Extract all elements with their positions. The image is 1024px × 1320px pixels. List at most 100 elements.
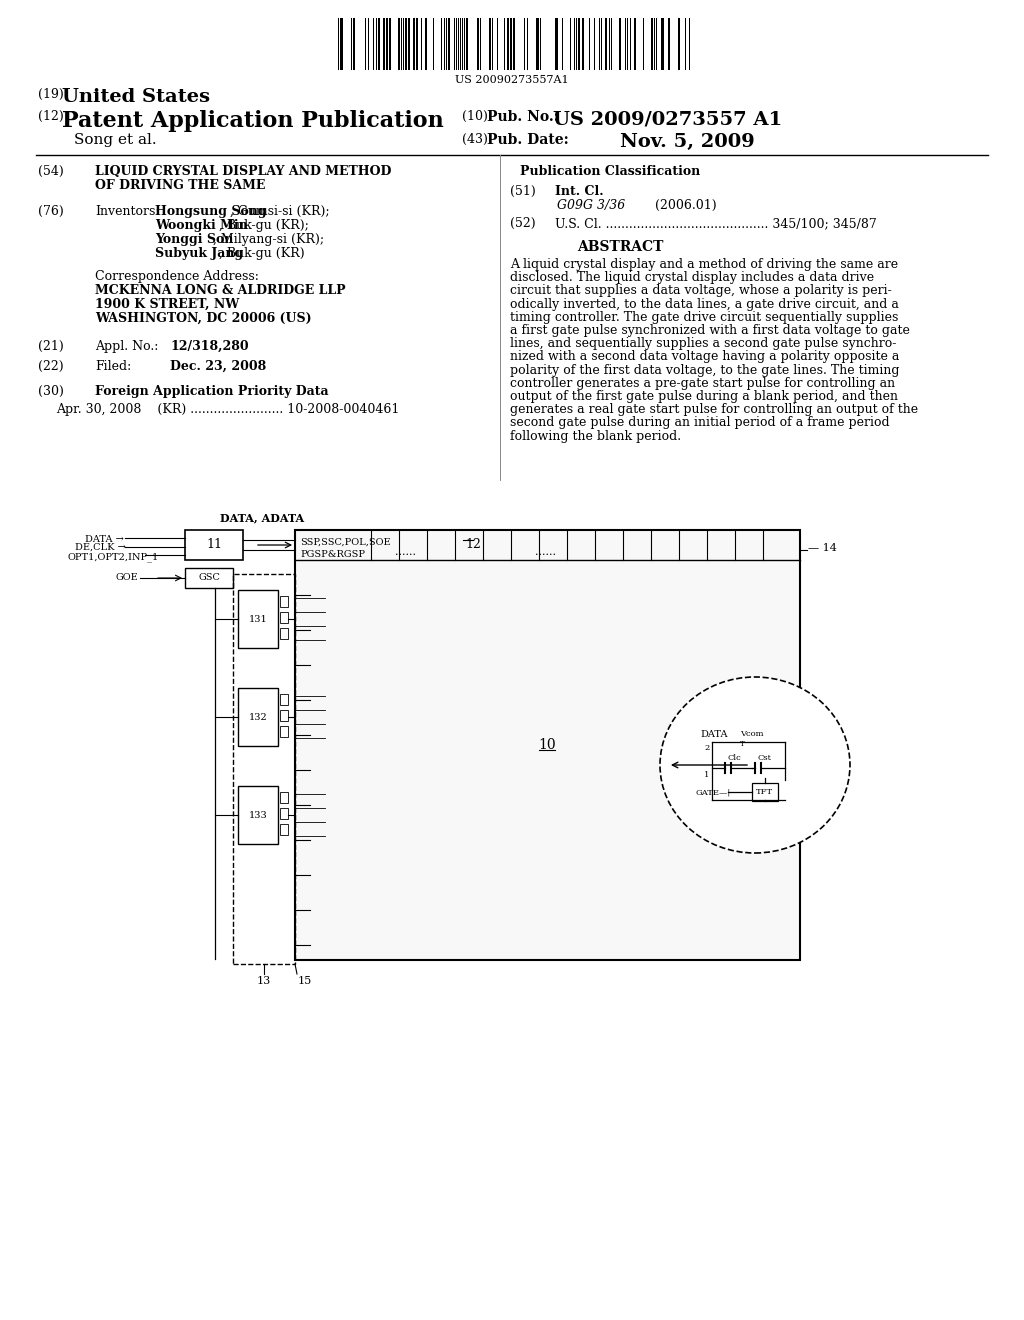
Bar — [280, 710, 288, 721]
Text: DATA →: DATA → — [85, 535, 124, 544]
Bar — [406, 18, 407, 70]
Text: T: T — [739, 741, 744, 748]
Text: 13: 13 — [257, 975, 271, 986]
Text: Apr. 30, 2008    (KR) ........................ 10-2008-0040461: Apr. 30, 2008 (KR) .....................… — [56, 403, 399, 416]
Bar — [378, 18, 380, 70]
Text: — 14: — 14 — [808, 543, 837, 553]
Ellipse shape — [660, 677, 850, 853]
Text: second gate pulse during an initial period of a frame period: second gate pulse during an initial peri… — [510, 416, 890, 429]
Bar — [413, 18, 415, 70]
Bar — [280, 694, 288, 705]
Text: OPT1,OPT2,INP_1: OPT1,OPT2,INP_1 — [67, 552, 159, 562]
Text: Foreign Application Priority Data: Foreign Application Priority Data — [95, 385, 329, 399]
Bar — [389, 18, 391, 70]
Text: ......: ...... — [535, 546, 556, 557]
Bar — [662, 18, 664, 70]
Text: odically inverted, to the data lines, a gate drive circuit, and a: odically inverted, to the data lines, a … — [510, 297, 899, 310]
Text: Appl. No.:: Appl. No.: — [95, 341, 159, 352]
Bar — [536, 18, 539, 70]
Text: — 10: — 10 — [812, 725, 841, 735]
Bar — [425, 18, 427, 70]
Text: Song et al.: Song et al. — [74, 133, 157, 147]
Text: Hongsung Song: Hongsung Song — [155, 205, 266, 218]
Bar — [466, 18, 468, 70]
Bar — [353, 18, 355, 70]
Text: 2: 2 — [705, 744, 710, 752]
Text: 1: 1 — [705, 771, 710, 779]
Text: circuit that supplies a data voltage, whose a polarity is peri-: circuit that supplies a data voltage, wh… — [510, 284, 892, 297]
Text: (21): (21) — [38, 341, 63, 352]
Text: 133: 133 — [249, 810, 267, 820]
Text: 12/318,280: 12/318,280 — [170, 341, 249, 352]
Text: , Buk-gu (KR);: , Buk-gu (KR); — [219, 219, 308, 232]
Text: (10): (10) — [462, 110, 487, 123]
Text: Clc: Clc — [727, 754, 740, 762]
Bar — [582, 18, 584, 70]
Bar — [238, 688, 278, 746]
Text: SSP,SSC,POL,SOE: SSP,SSC,POL,SOE — [300, 539, 390, 546]
Bar — [280, 824, 288, 836]
Text: U.S. Cl. .......................................... 345/100; 345/87: U.S. Cl. ...............................… — [555, 216, 877, 230]
Bar — [578, 18, 580, 70]
Bar — [386, 18, 388, 70]
Bar — [507, 18, 509, 70]
Bar — [280, 597, 288, 607]
Bar — [651, 18, 653, 70]
Text: US 20090273557A1: US 20090273557A1 — [456, 75, 568, 84]
Text: (19): (19) — [38, 88, 63, 102]
Text: controller generates a pre-gate start pulse for controlling an: controller generates a pre-gate start pu… — [510, 376, 895, 389]
Bar — [618, 18, 621, 70]
Text: Publication Classification: Publication Classification — [520, 165, 700, 178]
Text: Woongki Min: Woongki Min — [155, 219, 248, 232]
Text: polarity of the first data voltage, to the gate lines. The timing: polarity of the first data voltage, to t… — [510, 363, 899, 376]
Text: timing controller. The gate drive circuit sequentially supplies: timing controller. The gate drive circui… — [510, 310, 898, 323]
Text: Filed:: Filed: — [95, 360, 131, 374]
Text: (54): (54) — [38, 165, 63, 178]
Bar — [280, 628, 288, 639]
Text: ......: ...... — [395, 546, 416, 557]
Text: 132: 132 — [249, 713, 267, 722]
Text: ABSTRACT: ABSTRACT — [577, 240, 664, 253]
Text: Nov. 5, 2009: Nov. 5, 2009 — [620, 133, 755, 150]
Text: generates a real gate start pulse for controlling an output of the: generates a real gate start pulse for co… — [510, 403, 919, 416]
Text: TFT: TFT — [757, 788, 773, 796]
Text: 15: 15 — [298, 975, 312, 986]
Text: nized with a second data voltage having a polarity opposite a: nized with a second data voltage having … — [510, 350, 899, 363]
Text: (51): (51) — [510, 185, 536, 198]
Text: (43): (43) — [462, 133, 487, 147]
Bar — [477, 18, 479, 70]
Text: lines, and sequentially supplies a second gate pulse synchro-: lines, and sequentially supplies a secon… — [510, 337, 896, 350]
Bar — [513, 18, 515, 70]
Bar — [280, 808, 288, 818]
Text: following the blank period.: following the blank period. — [510, 429, 681, 442]
Text: 10: 10 — [539, 738, 556, 752]
Bar — [489, 18, 490, 70]
Bar — [555, 18, 558, 70]
Text: DATA, ADATA: DATA, ADATA — [220, 512, 304, 523]
Bar — [330, 18, 695, 70]
Bar — [280, 792, 288, 803]
Text: 131: 131 — [249, 615, 267, 623]
Text: GOE: GOE — [115, 573, 138, 582]
Text: 12: 12 — [465, 539, 481, 550]
Text: US 2009/0273557 A1: US 2009/0273557 A1 — [553, 110, 782, 128]
Text: GATE—|: GATE—| — [695, 788, 730, 796]
Text: , Gumsi-si (KR);: , Gumsi-si (KR); — [230, 205, 330, 218]
Bar — [678, 18, 680, 70]
Text: GSC: GSC — [198, 573, 220, 582]
Bar — [510, 18, 512, 70]
Text: (30): (30) — [38, 385, 63, 399]
Text: , Buk-gu (KR): , Buk-gu (KR) — [219, 247, 304, 260]
Bar — [383, 18, 385, 70]
Text: MCKENNA LONG & ALDRIDGE LLP: MCKENNA LONG & ALDRIDGE LLP — [95, 284, 346, 297]
Bar — [449, 18, 450, 70]
Text: Patent Application Publication: Patent Application Publication — [62, 110, 443, 132]
Text: G09G 3/36: G09G 3/36 — [557, 199, 626, 213]
Bar — [238, 785, 278, 843]
Text: 11: 11 — [206, 539, 222, 552]
Text: Cst: Cst — [757, 754, 771, 762]
Text: Vcom: Vcom — [740, 730, 764, 738]
Text: United States: United States — [62, 88, 210, 106]
Text: output of the first gate pulse during a blank period, and then: output of the first gate pulse during a … — [510, 389, 898, 403]
Text: DATA: DATA — [700, 730, 727, 739]
